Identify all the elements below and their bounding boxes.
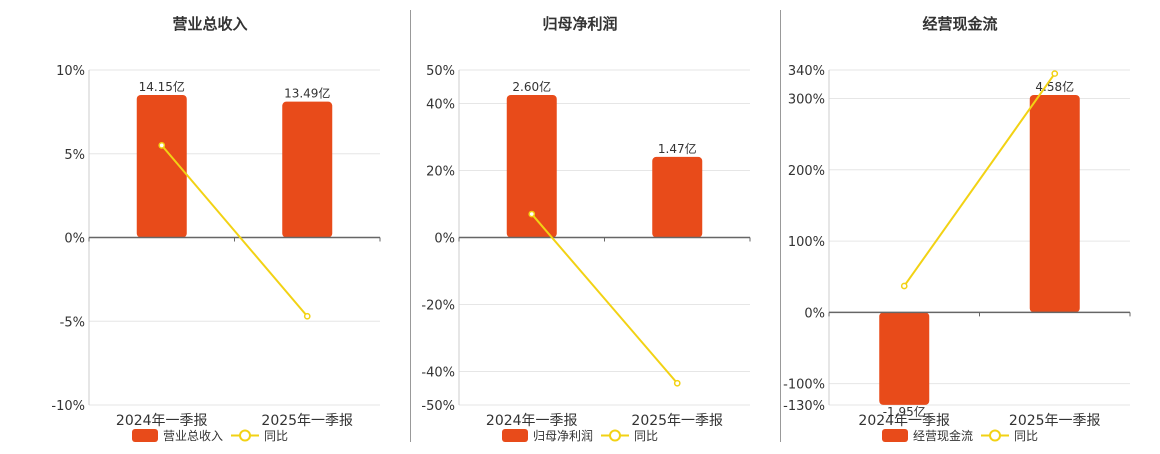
y-tick-label: -130% xyxy=(783,399,825,414)
legend-label-line: 同比 xyxy=(264,429,288,443)
y-tick-label: 0% xyxy=(434,232,455,247)
y-tick-label: 100% xyxy=(788,235,825,250)
yoy-point xyxy=(158,142,166,149)
y-tick-label: 40% xyxy=(426,98,455,113)
legend-swatch-bar xyxy=(882,429,908,442)
bar-value-label: -1.95亿 xyxy=(883,404,926,419)
yoy-point xyxy=(303,312,311,320)
y-tick-label: 50% xyxy=(426,64,455,79)
bar-value-label: 1.47亿 xyxy=(658,141,697,156)
legend-label-bar: 营业总收入 xyxy=(163,429,223,443)
x-tick-label: 2025年一季报 xyxy=(631,413,723,429)
legend-swatch-marker xyxy=(239,429,251,442)
yoy-line xyxy=(160,144,309,317)
chart-title: 归母净利润 xyxy=(542,15,617,33)
y-tick-label: -5% xyxy=(60,315,85,330)
chart-title: 经营现金流 xyxy=(922,15,997,33)
bar xyxy=(282,101,333,238)
bar xyxy=(136,95,187,238)
legend-label-line: 同比 xyxy=(1014,429,1038,443)
bar xyxy=(879,312,930,405)
bar-value-label: 2.60亿 xyxy=(512,79,551,94)
bar xyxy=(506,95,557,238)
legend-label-bar: 经营现金流 xyxy=(913,428,973,443)
y-tick-label: -100% xyxy=(783,378,825,393)
x-tick-label: 2025年一季报 xyxy=(261,413,353,429)
y-tick-label: 340% xyxy=(788,64,825,79)
x-tick-label: 2024年一季报 xyxy=(858,413,950,429)
yoy-point xyxy=(900,282,908,290)
legend-label-bar: 归母净利润 xyxy=(533,429,593,443)
legend-swatch-marker xyxy=(989,429,1001,442)
yoy-line xyxy=(903,72,1056,287)
bar-value-label: 4.58亿 xyxy=(1035,79,1074,94)
y-tick-label: 0% xyxy=(64,232,85,247)
bar xyxy=(652,156,703,238)
x-tick-label: 2024年一季报 xyxy=(486,413,578,429)
bar-value-label: 13.49亿 xyxy=(284,86,330,101)
chart-title: 营业总收入 xyxy=(172,15,247,33)
bar xyxy=(1029,95,1080,313)
panel-divider xyxy=(780,10,781,442)
y-tick-label: -10% xyxy=(51,399,85,414)
legend-label-line: 同比 xyxy=(634,429,658,443)
legend-swatch-bar xyxy=(502,429,528,442)
y-tick-label: 5% xyxy=(64,148,85,163)
y-tick-label: 300% xyxy=(788,93,825,108)
yoy-point xyxy=(528,210,536,218)
y-tick-label: -40% xyxy=(421,366,455,381)
legend-swatch-marker xyxy=(609,429,621,442)
y-tick-label: 200% xyxy=(788,164,825,179)
x-tick-label: 2024年一季报 xyxy=(116,413,208,429)
bar-value-label: 14.15亿 xyxy=(139,79,185,94)
y-tick-label: 0% xyxy=(804,306,825,321)
panel-divider xyxy=(410,10,411,442)
legend-swatch-bar xyxy=(132,429,158,442)
y-tick-label: -20% xyxy=(421,299,455,314)
y-tick-label: 10% xyxy=(56,64,85,79)
yoy-point xyxy=(673,379,681,387)
y-tick-label: -50% xyxy=(421,399,455,414)
x-tick-label: 2025年一季报 xyxy=(1009,413,1101,429)
yoy-point xyxy=(1051,70,1059,77)
yoy-line xyxy=(530,213,679,384)
y-tick-label: 20% xyxy=(426,165,455,180)
